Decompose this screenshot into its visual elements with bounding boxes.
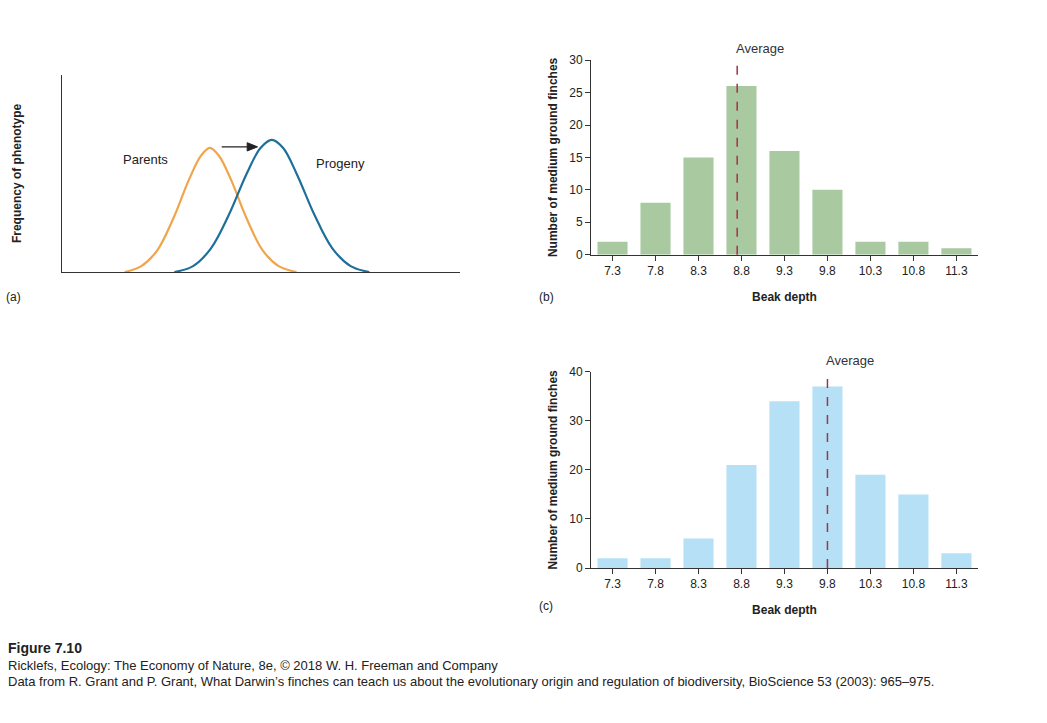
svg-text:7.8: 7.8 bbox=[647, 577, 664, 591]
svg-text:Beak depth: Beak depth bbox=[752, 603, 817, 617]
svg-text:9.3: 9.3 bbox=[776, 264, 793, 278]
svg-text:8.8: 8.8 bbox=[733, 264, 750, 278]
svg-text:5: 5 bbox=[576, 215, 583, 229]
svg-text:8.8: 8.8 bbox=[733, 577, 750, 591]
html-text:Ricklefs, Ecology: The Economy: Ricklefs, Ecology: The Economy of Nature… bbox=[8, 658, 498, 673]
svg-text:9.8: 9.8 bbox=[819, 577, 836, 591]
svg-text:(c): (c) bbox=[539, 599, 553, 613]
svg-text:11.3: 11.3 bbox=[945, 577, 968, 591]
svg-text:10: 10 bbox=[569, 512, 583, 526]
svg-text:25: 25 bbox=[569, 86, 583, 100]
svg-text:Beak depth: Beak depth bbox=[752, 290, 817, 304]
svg-text:10.8: 10.8 bbox=[902, 264, 926, 278]
svg-text:Number of medium ground finche: Number of medium ground finches bbox=[546, 57, 560, 257]
svg-text:(a): (a) bbox=[6, 290, 21, 304]
svg-text:Number of medium ground finche: Number of medium ground finches bbox=[546, 370, 560, 570]
svg-text:0: 0 bbox=[576, 248, 583, 262]
html-text:Data from R. Grant and P. Gran: Data from R. Grant and P. Grant, What Da… bbox=[8, 674, 935, 689]
svg-text:8.3: 8.3 bbox=[690, 577, 707, 591]
svg-text:15: 15 bbox=[569, 151, 583, 165]
svg-text:11.3: 11.3 bbox=[945, 264, 968, 278]
svg-text:Average: Average bbox=[826, 353, 874, 368]
svg-text:0: 0 bbox=[576, 561, 583, 575]
svg-text:7.8: 7.8 bbox=[647, 264, 664, 278]
svg-text:20: 20 bbox=[569, 118, 583, 132]
svg-text:Parents: Parents bbox=[123, 152, 168, 167]
svg-text:7.3: 7.3 bbox=[604, 264, 621, 278]
svg-text:30: 30 bbox=[569, 414, 583, 428]
svg-text:Average: Average bbox=[736, 41, 784, 56]
svg-text:Progeny: Progeny bbox=[316, 156, 365, 171]
svg-text:9.8: 9.8 bbox=[819, 264, 836, 278]
svg-text:10.3: 10.3 bbox=[859, 264, 883, 278]
svg-text:10.3: 10.3 bbox=[859, 577, 883, 591]
svg-text:Frequency of phenotype: Frequency of phenotype bbox=[10, 103, 24, 243]
svg-text:10: 10 bbox=[569, 183, 583, 197]
svg-text:9.3: 9.3 bbox=[776, 577, 793, 591]
svg-text:40: 40 bbox=[569, 365, 583, 379]
html-text:Figure 7.10: Figure 7.10 bbox=[8, 640, 82, 656]
svg-text:20: 20 bbox=[569, 463, 583, 477]
svg-text:30: 30 bbox=[569, 53, 583, 67]
svg-text:(b): (b) bbox=[539, 290, 554, 304]
svg-text:8.3: 8.3 bbox=[690, 264, 707, 278]
svg-text:10.8: 10.8 bbox=[902, 577, 926, 591]
svg-text:7.3: 7.3 bbox=[604, 577, 621, 591]
